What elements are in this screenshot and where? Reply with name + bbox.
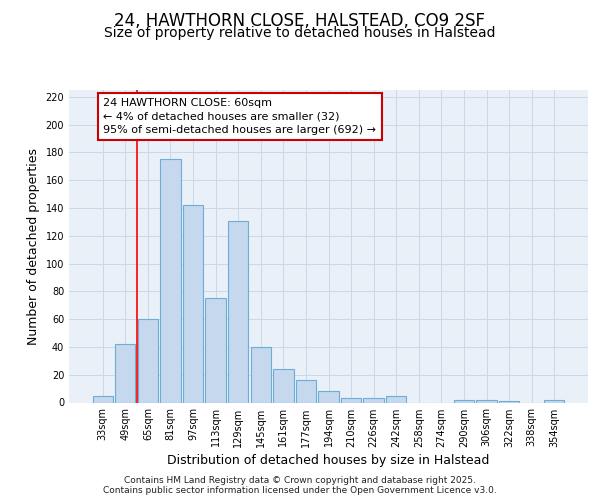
Bar xyxy=(499,401,519,402)
Bar xyxy=(273,369,293,402)
Text: 24, HAWTHORN CLOSE, HALSTEAD, CO9 2SF: 24, HAWTHORN CLOSE, HALSTEAD, CO9 2SF xyxy=(115,12,485,30)
Bar xyxy=(341,398,361,402)
Bar xyxy=(160,160,181,402)
Bar xyxy=(183,206,203,402)
Bar xyxy=(296,380,316,402)
Bar xyxy=(138,319,158,402)
Y-axis label: Number of detached properties: Number of detached properties xyxy=(27,148,40,345)
Bar xyxy=(476,400,497,402)
Text: Contains HM Land Registry data © Crown copyright and database right 2025.
Contai: Contains HM Land Registry data © Crown c… xyxy=(103,476,497,495)
Bar xyxy=(544,400,565,402)
X-axis label: Distribution of detached houses by size in Halstead: Distribution of detached houses by size … xyxy=(167,454,490,466)
Text: Size of property relative to detached houses in Halstead: Size of property relative to detached ho… xyxy=(104,26,496,40)
Text: 24 HAWTHORN CLOSE: 60sqm
← 4% of detached houses are smaller (32)
95% of semi-de: 24 HAWTHORN CLOSE: 60sqm ← 4% of detache… xyxy=(103,98,376,134)
Bar xyxy=(228,220,248,402)
Bar xyxy=(92,396,113,402)
Bar xyxy=(115,344,136,403)
Bar xyxy=(251,347,271,403)
Bar xyxy=(386,396,406,402)
Bar xyxy=(205,298,226,403)
Bar xyxy=(454,400,474,402)
Bar xyxy=(364,398,384,402)
Bar xyxy=(319,392,338,402)
